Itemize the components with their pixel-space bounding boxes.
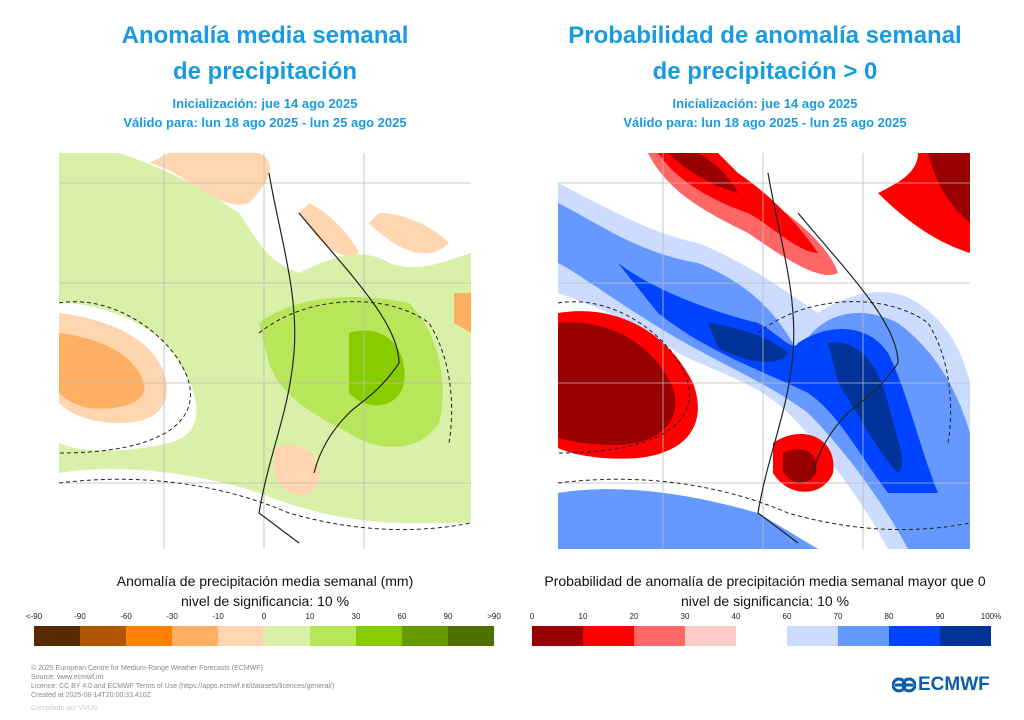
legend-swatch	[448, 626, 494, 646]
legend-swatch	[310, 626, 356, 646]
blue-darkest	[828, 342, 903, 473]
red-darkest	[558, 322, 676, 445]
legend-swatch	[264, 626, 310, 646]
legend-tick-label: 60	[397, 612, 407, 621]
legend-tick-label: -10	[212, 612, 224, 621]
ecmwf-logo-icon	[892, 677, 916, 693]
right-title-line2: de precipitación > 0	[652, 58, 878, 85]
footer-line: Source: www.ecmwf.int	[31, 674, 104, 681]
legend-colorbar-low	[532, 626, 736, 646]
legend-tick-label: >90	[487, 612, 501, 621]
legend-swatch	[126, 626, 172, 646]
left-significance: nivel de significancia: 10 %	[180, 593, 350, 609]
legend-colorbar-high	[787, 626, 991, 646]
anomaly-map	[59, 153, 471, 549]
legend-swatch	[838, 626, 889, 646]
significance-contours	[558, 301, 970, 531]
legend-tick-label: -30	[166, 612, 178, 621]
right-valid: Válido para: lun 18 ago 2025 - lun 25 ag…	[623, 115, 907, 130]
coastline	[757, 172, 899, 544]
legend-swatch	[172, 626, 218, 646]
right-subtitle: Inicialización: jue 14 ago 2025 Válido p…	[540, 94, 990, 132]
right-caption: Probabilidad de anomalía de precipitació…	[520, 571, 1010, 611]
legend-swatch	[34, 626, 80, 646]
legend-tick-label: <-90	[25, 612, 43, 621]
left-title-line1: Anomalía media semanal	[121, 22, 409, 49]
left-subtitle: Inicialización: jue 14 ago 2025 Válido p…	[60, 94, 470, 132]
orange-core	[59, 333, 145, 409]
legend-tick-label: 40	[731, 612, 741, 621]
right-init: Inicialización: jue 14 ago 2025	[672, 96, 858, 111]
legend-tick-label: 10	[305, 612, 315, 621]
orange-patch	[369, 213, 449, 254]
legend-swatch	[218, 626, 264, 646]
legend-swatch	[634, 626, 685, 646]
legend-swatch	[583, 626, 634, 646]
legend-tick-label: 90	[935, 612, 945, 621]
legend-swatch	[787, 626, 838, 646]
ecmwf-logo: ECMWF	[892, 674, 990, 696]
orange-patch	[299, 203, 359, 256]
legend-swatch	[532, 626, 583, 646]
red-strong	[658, 153, 818, 253]
legend-tick-label: 10	[578, 612, 588, 621]
red-darkest	[928, 153, 970, 223]
orange-patch	[149, 153, 270, 205]
legend-tick-label: 60	[782, 612, 792, 621]
compiled-by: Compilado por VVUG	[31, 705, 99, 712]
legend-tick-label: -90	[74, 612, 86, 621]
legend-tick-label: -60	[120, 612, 132, 621]
left-title-line2: de precipitación	[172, 58, 358, 85]
legend-tick-label: 90	[443, 612, 453, 621]
significance-contours	[59, 301, 471, 531]
footer-line: © 2025 European Centre for Medium-Range …	[31, 665, 263, 672]
right-significance: nivel de significancia: 10 %	[680, 593, 850, 609]
legend-swatch	[80, 626, 126, 646]
legend-tick-label: 30	[680, 612, 690, 621]
legend-tick-label: 0	[529, 612, 535, 621]
white-region	[59, 469, 471, 549]
anomaly-legend: <-90 -90 -60 -30 -10 0 10 30 60 90 >90	[26, 612, 501, 648]
coastline	[258, 172, 400, 544]
footer-credits: © 2025 European Centre for Medium-Range …	[31, 664, 334, 700]
legend-tick-label: 100%	[980, 612, 1002, 621]
footer-line: Created at 2025-08-14T20:00:33.410Z	[31, 692, 151, 699]
left-caption-text: Anomalía de precipitación media semanal …	[116, 573, 414, 589]
blue-strong	[618, 263, 938, 493]
footer-line: Licence: CC BY 4.0 and ECMWF Terms of Us…	[31, 683, 335, 690]
left-caption: Anomalía de precipitación media semanal …	[40, 571, 490, 611]
blue-mid	[558, 489, 818, 549]
legend-swatch	[402, 626, 448, 646]
left-init: Inicialización: jue 14 ago 2025	[172, 96, 358, 111]
legend-tick-label: 0	[261, 612, 267, 621]
probability-map	[558, 153, 970, 549]
legend-tick-label: 80	[884, 612, 894, 621]
legend-swatch	[889, 626, 940, 646]
legend-swatch	[685, 626, 736, 646]
red-darkest	[783, 449, 817, 483]
ecmwf-logo-text: ECMWF	[918, 674, 990, 695]
right-caption-text: Probabilidad de anomalía de precipitació…	[544, 573, 986, 589]
right-title-line1: Probabilidad de anomalía semanal	[568, 22, 962, 49]
legend-swatch	[940, 626, 991, 646]
legend-tick-label: 70	[833, 612, 843, 621]
left-valid: Válido para: lun 18 ago 2025 - lun 25 ag…	[123, 115, 407, 130]
probability-legend: 0 10 20 30 40 60 70 80 90 100%	[529, 612, 1001, 648]
legend-tick-label: 30	[351, 612, 361, 621]
legend-tick-label: 20	[629, 612, 639, 621]
left-title: Anomalía media semanal de precipitación	[60, 18, 470, 90]
legend-colorbar	[34, 626, 494, 646]
green-core	[349, 330, 405, 406]
legend-swatch	[356, 626, 402, 646]
blue-darkest	[708, 323, 788, 363]
right-title: Probabilidad de anomalía semanal de prec…	[540, 18, 990, 90]
orange-patch	[454, 293, 471, 333]
